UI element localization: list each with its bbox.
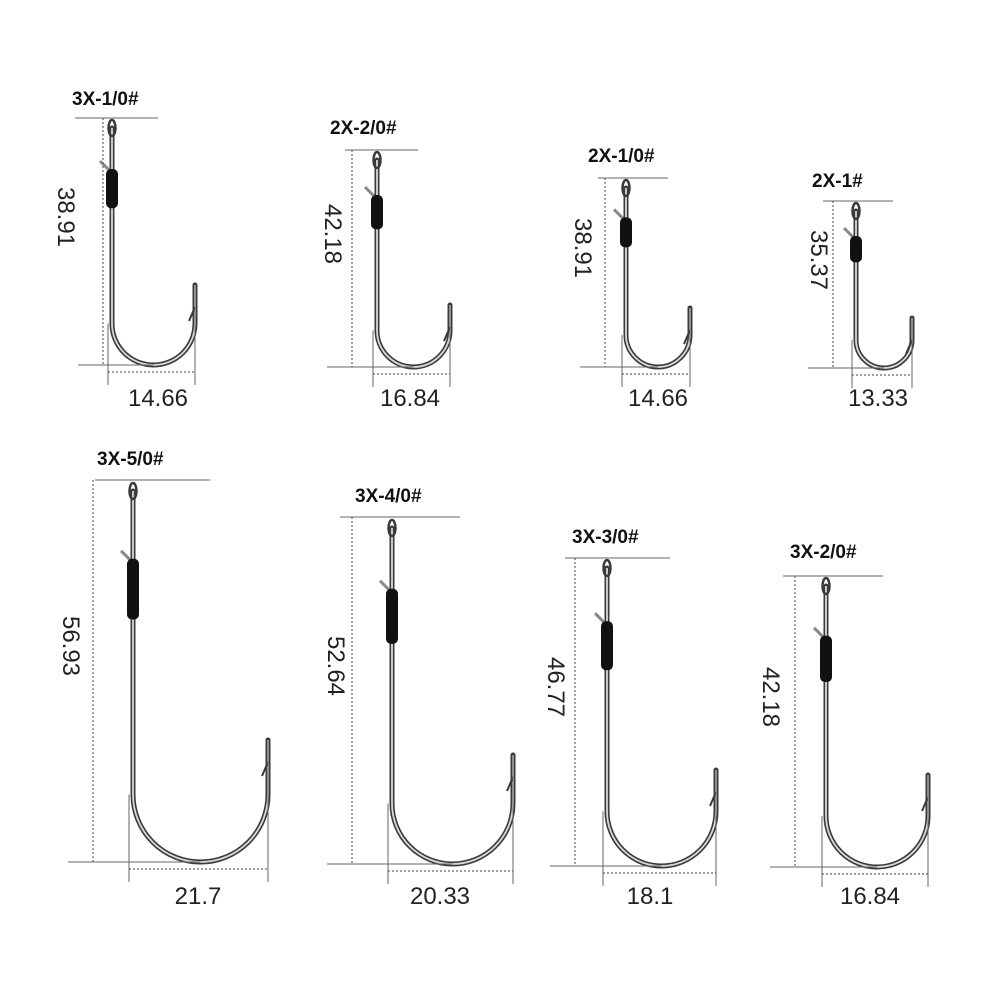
hook-highlight [132, 491, 269, 863]
hook-highlight [376, 160, 451, 368]
hook-width-label: 21.7 [174, 883, 222, 910]
hook-sleeve [106, 169, 118, 209]
hook-size-label: 2X-2/0# [330, 118, 397, 139]
hook-width-label: 13.33 [847, 385, 909, 412]
hook-highlight [855, 211, 913, 369]
hook-length-label: 56.93 [57, 615, 84, 677]
hook-sleeve [371, 195, 383, 230]
hook-eye [851, 201, 861, 221]
hook-barb [188, 306, 196, 322]
hook-wire [853, 208, 915, 371]
hook-wire [374, 157, 453, 370]
hook-eye [602, 558, 612, 578]
hook-figure [550, 557, 719, 886]
hook-barb [443, 326, 451, 342]
hook-length-label: 38.91 [52, 186, 79, 247]
hook-size-label: 2X-1/0# [588, 146, 655, 167]
hook-sleeve [820, 635, 832, 683]
hook-figure [68, 479, 271, 882]
hook-wire [623, 185, 693, 370]
hook-highlight [391, 528, 514, 865]
hook-size-label: 3X-4/0# [355, 486, 422, 507]
hook-length-label: 42.18 [757, 666, 784, 727]
hook-sleeve [620, 217, 632, 248]
hook-width-label: 16.84 [839, 883, 901, 910]
hook-wire [109, 125, 198, 368]
hook-eye [128, 481, 138, 501]
hook-figure [770, 575, 931, 887]
hook-width-label: 16.84 [379, 385, 441, 412]
hook-wire [130, 488, 271, 865]
hook-barb [709, 791, 717, 807]
hook-size-label: 3X-3/0# [572, 527, 639, 548]
hook-width-label: 20.33 [409, 883, 471, 910]
hook-figure [327, 149, 453, 387]
hook-eye [621, 178, 631, 198]
hook-figure [580, 177, 693, 387]
hook-sleeve [127, 558, 139, 620]
hook-figure [808, 200, 915, 388]
hook-width-label: 14.66 [127, 385, 189, 412]
hook-figure [327, 516, 516, 884]
hook-sleeve [601, 621, 613, 671]
hook-eye [387, 518, 397, 538]
hook-highlight [825, 586, 929, 868]
hook-size-label: 3X-2/0# [790, 542, 857, 563]
hook-width-label: 18.1 [626, 883, 674, 910]
hook-length-label: 46.77 [542, 656, 569, 718]
hook-sleeve [850, 236, 862, 263]
hook-width-label: 14.66 [627, 385, 689, 412]
hook-highlight [111, 128, 196, 366]
hook-length-label: 42.18 [319, 203, 346, 264]
hook-barb [905, 339, 913, 355]
hook-figure [75, 117, 198, 385]
hook-length-label: 52.64 [322, 635, 349, 696]
hook-eye [372, 150, 382, 170]
hook-sleeve [386, 588, 398, 644]
hook-highlight [625, 188, 691, 368]
hook-barb [683, 329, 691, 345]
hook-wire [604, 565, 719, 869]
hook-length-label: 35.37 [805, 229, 832, 290]
hook-eye [821, 576, 831, 596]
hook-barb [261, 761, 269, 777]
hook-size-label: 2X-1# [812, 171, 863, 192]
hook-size-label: 3X-5/0# [97, 449, 164, 470]
hook-length-label: 38.91 [569, 217, 596, 278]
hook-barb [506, 776, 514, 792]
hook-wire [823, 583, 931, 870]
hook-barb [921, 796, 929, 812]
hook-size-label: 3X-1/0# [72, 89, 139, 110]
hook-eye [107, 118, 117, 138]
hook-highlight [606, 568, 717, 867]
hook-wire [389, 525, 516, 867]
